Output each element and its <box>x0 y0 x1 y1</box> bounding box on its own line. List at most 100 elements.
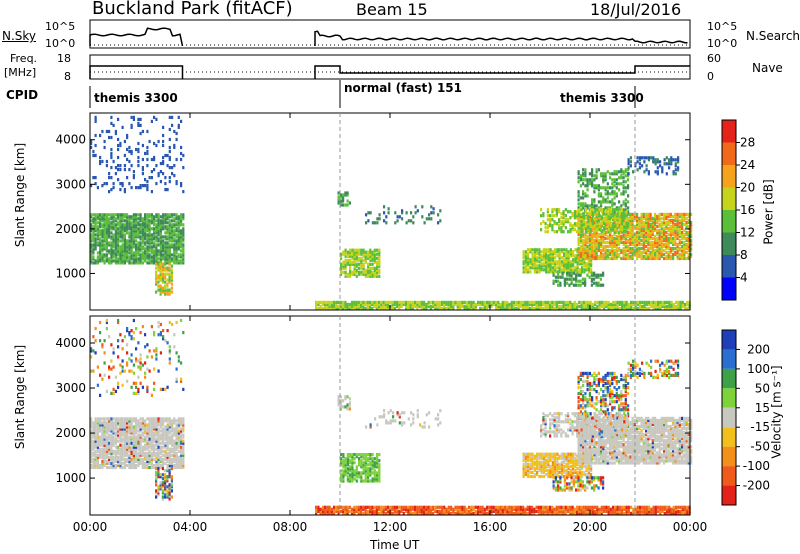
echo-cell <box>643 304 646 308</box>
echo-cell <box>522 306 525 310</box>
echo-cell <box>90 445 93 449</box>
echo-cell <box>182 459 185 463</box>
echo-cell <box>597 168 600 172</box>
echo-cell <box>121 457 124 461</box>
echo-cell <box>153 421 156 425</box>
echo-cell <box>168 469 171 473</box>
echo-cell <box>609 208 612 212</box>
echo-cell <box>92 229 95 233</box>
echo-cell <box>591 234 594 238</box>
echo-cell <box>524 300 527 304</box>
echo-cell <box>567 254 570 258</box>
echo-cell <box>157 213 160 217</box>
echo-cell <box>105 327 108 331</box>
echo-cell <box>168 227 171 231</box>
echo-cell <box>631 222 634 226</box>
echo-cell <box>638 254 641 259</box>
echo-cell <box>155 457 158 461</box>
echo-cell <box>175 157 178 162</box>
echo-cell <box>159 219 162 223</box>
echo-cell <box>92 421 95 425</box>
echo-cell <box>114 445 117 449</box>
echo-cell <box>155 239 158 243</box>
echo-cell <box>522 250 525 254</box>
echo-cell <box>162 253 165 257</box>
echo-cell <box>602 246 605 251</box>
echo-cell <box>584 240 587 244</box>
echo-cell <box>367 264 370 268</box>
echo-cell <box>636 224 639 228</box>
echo-cell <box>656 250 659 255</box>
echo-cell <box>166 221 169 225</box>
echo-cell <box>162 159 165 164</box>
echo-cell <box>627 254 630 259</box>
echo-cell <box>549 252 552 256</box>
echo-cell <box>112 221 115 225</box>
echo-cell <box>92 221 95 225</box>
echo-cell <box>627 206 630 210</box>
echo-cell <box>586 244 589 248</box>
echo-cell <box>589 224 592 228</box>
echo-cell <box>171 453 174 457</box>
echo-cell <box>153 433 156 437</box>
echo-cell <box>576 222 579 226</box>
echo-cell <box>139 417 142 421</box>
echo-cell <box>94 429 97 433</box>
echo-cell <box>99 239 102 243</box>
echo-cell <box>153 425 156 429</box>
echo-cell <box>99 435 102 439</box>
echo-cell <box>369 256 372 260</box>
echo-cell <box>586 180 589 184</box>
echo-cell <box>121 431 124 435</box>
echo-cell <box>522 302 525 306</box>
echo-cell <box>586 256 589 261</box>
echo-cell <box>587 226 590 230</box>
echo-cell <box>103 449 106 453</box>
echo-cell <box>593 178 596 182</box>
echo-cell <box>360 272 363 276</box>
echo-cell <box>665 212 668 216</box>
echo-cell <box>378 258 381 262</box>
echo-cell <box>594 230 597 234</box>
echo-cell <box>177 429 180 433</box>
echo-cell <box>579 202 582 206</box>
echo-cell <box>405 304 408 308</box>
echo-cell <box>166 475 169 479</box>
echo-cell <box>108 217 111 221</box>
echo-cell <box>416 304 419 308</box>
echo-cell <box>170 481 173 485</box>
echo-cell <box>103 255 106 259</box>
echo-cell <box>551 302 554 306</box>
echo-cell <box>344 250 347 254</box>
echo-cell <box>378 264 381 268</box>
echo-cell <box>645 168 648 172</box>
echo-cell <box>171 231 174 235</box>
echo-cell <box>173 249 176 253</box>
echo-cell <box>672 238 675 242</box>
echo-cell <box>597 256 600 261</box>
echo-cell <box>611 244 614 248</box>
echo-cell <box>362 252 365 256</box>
echo-cell <box>684 302 687 306</box>
echo-cell <box>114 451 117 455</box>
echo-cell <box>620 236 623 240</box>
echo-cell <box>180 427 183 431</box>
echo-cell <box>629 216 632 220</box>
echo-cell <box>324 304 327 308</box>
echo-cell <box>112 217 115 221</box>
echo-cell <box>625 224 628 228</box>
echo-cell <box>611 198 614 202</box>
echo-cell <box>150 443 153 447</box>
echo-cell <box>636 232 639 236</box>
echo-cell <box>126 135 129 140</box>
echo-cell <box>137 443 140 447</box>
echo-cell <box>146 255 149 259</box>
echo-cell <box>132 465 135 470</box>
echo-cell <box>155 229 158 233</box>
echo-cell <box>606 234 609 238</box>
echo-cell <box>627 252 630 257</box>
echo-cell <box>624 248 627 253</box>
echo-cell <box>130 227 133 231</box>
echo-cell <box>558 270 561 274</box>
echo-cell <box>139 237 142 241</box>
